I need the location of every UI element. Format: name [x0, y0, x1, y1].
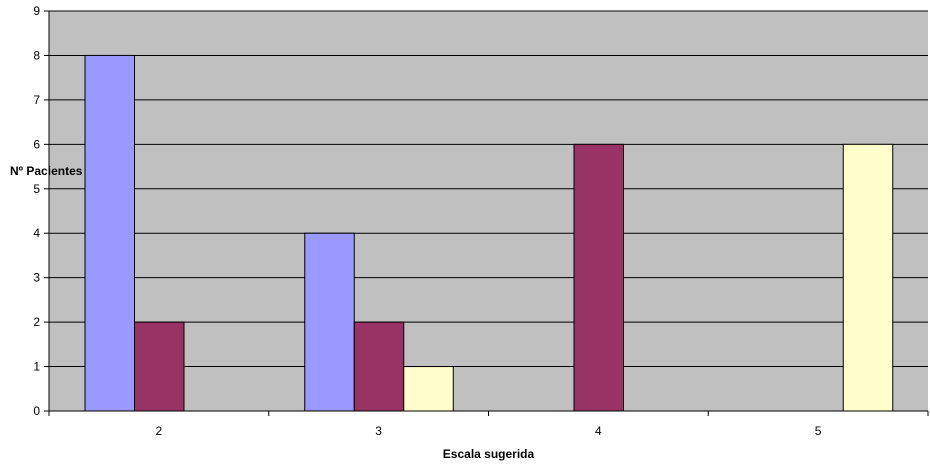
x-tick-label: 5	[815, 424, 822, 438]
y-tick-label: 5	[33, 182, 40, 196]
y-tick-label: 7	[33, 93, 40, 107]
bar	[842, 143, 894, 412]
y-tick-label: 0	[33, 404, 40, 418]
x-axis-title: Escala sugerida	[443, 447, 535, 461]
axes	[44, 10, 929, 416]
y-tick-label: 8	[33, 48, 40, 62]
y-tick-label: 6	[33, 137, 40, 151]
bars	[84, 54, 894, 412]
x-tick-label: 4	[595, 424, 602, 438]
x-tick-label: 2	[156, 424, 163, 438]
bar	[573, 143, 624, 412]
bar	[84, 54, 135, 412]
y-tick-label: 2	[33, 315, 40, 329]
y-axis-title: Nº Pacientes	[10, 164, 83, 178]
bar	[403, 366, 454, 412]
y-tick-label: 1	[33, 360, 40, 374]
gridlines	[49, 10, 928, 368]
bar	[134, 321, 185, 412]
x-tick-label: 3	[375, 424, 382, 438]
plot-area	[49, 11, 928, 411]
y-tick-label: 3	[33, 271, 40, 285]
y-tick-label: 4	[33, 226, 40, 240]
x-tick-labels: 2 3 4 5	[156, 424, 822, 438]
bar	[304, 232, 355, 412]
bar	[353, 321, 405, 412]
y-tick-labels: 0 1 2 3 4 5 6 7 8 9	[33, 4, 40, 418]
y-tick-label: 9	[33, 4, 40, 18]
